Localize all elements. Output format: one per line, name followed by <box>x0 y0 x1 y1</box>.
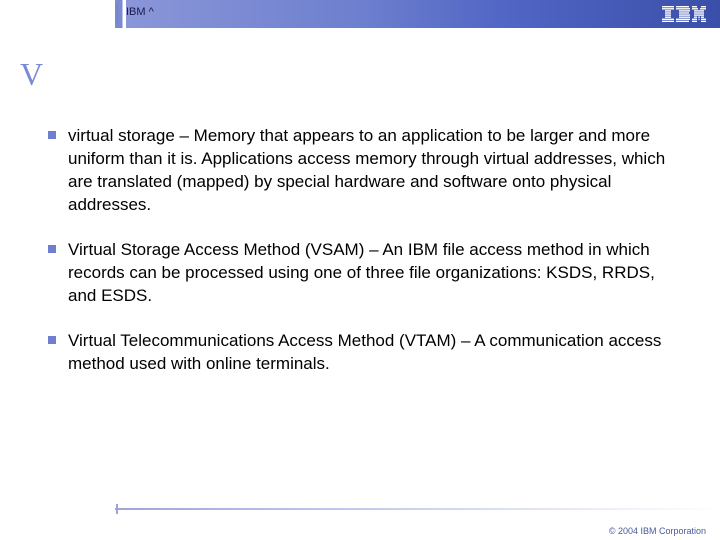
slide-title: V <box>20 56 672 93</box>
list-item: Virtual Storage Access Method (VSAM) – A… <box>48 239 672 308</box>
header-divider <box>116 4 118 24</box>
list-item: Virtual Telecommunications Access Method… <box>48 330 672 376</box>
footer-bar <box>0 508 720 522</box>
bullet-list: virtual storage – Memory that appears to… <box>48 125 672 375</box>
slide-content: V virtual storage – Memory that appears … <box>0 28 720 375</box>
header-bar: IBM ^ <box>0 0 720 28</box>
ibm-logo-icon <box>662 6 706 22</box>
list-item: virtual storage – Memory that appears to… <box>48 125 672 217</box>
footer-line <box>0 508 720 510</box>
header-brand-title: IBM ^ <box>126 6 154 18</box>
copyright-text: © 2004 IBM Corporation <box>609 526 706 536</box>
footer-tick <box>116 504 118 514</box>
